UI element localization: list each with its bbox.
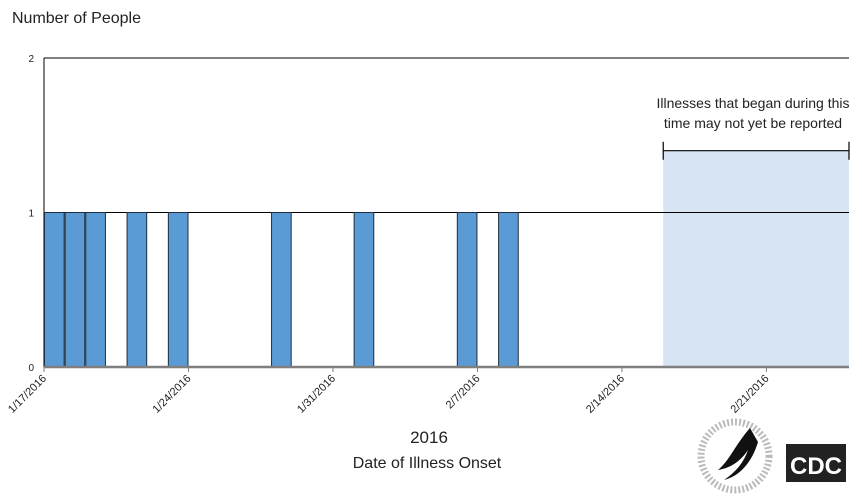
shaded-annotation-line2: time may not yet be reported bbox=[664, 115, 842, 131]
bar bbox=[498, 212, 519, 368]
bar bbox=[167, 212, 189, 368]
svg-text:CDC: CDC bbox=[790, 453, 842, 480]
bar bbox=[456, 212, 478, 368]
bar bbox=[271, 212, 292, 368]
y-tick-label: 1 bbox=[28, 209, 34, 220]
cdc-logo: CDC bbox=[786, 444, 846, 482]
y-tick-label: 0 bbox=[28, 363, 34, 374]
bar bbox=[353, 212, 375, 368]
bar bbox=[126, 212, 148, 368]
y-axis-title: Number of People bbox=[12, 10, 141, 27]
x-tick-label: 2/7/2016 bbox=[444, 373, 483, 412]
reporting-delay-region bbox=[663, 150, 849, 367]
x-tick-label: 1/24/2016 bbox=[151, 373, 194, 416]
x-tick-label: 2/14/2016 bbox=[584, 373, 627, 416]
bar bbox=[85, 212, 106, 368]
x-tick-label: 1/17/2016 bbox=[6, 373, 49, 416]
y-tick-label: 2 bbox=[28, 54, 34, 65]
x-tick-label: 1/31/2016 bbox=[295, 373, 338, 416]
bar bbox=[64, 212, 86, 368]
x-axis-title: Date of Illness Onset bbox=[353, 455, 502, 472]
shaded-annotation-line1: Illnesses that began during this bbox=[656, 95, 849, 111]
x-axis-title-year: 2016 bbox=[410, 428, 448, 447]
reporting-delay-bracket bbox=[662, 141, 850, 160]
bar bbox=[44, 212, 65, 368]
hhs-logo bbox=[697, 418, 773, 494]
x-tick-label: 2/21/2016 bbox=[728, 373, 771, 416]
